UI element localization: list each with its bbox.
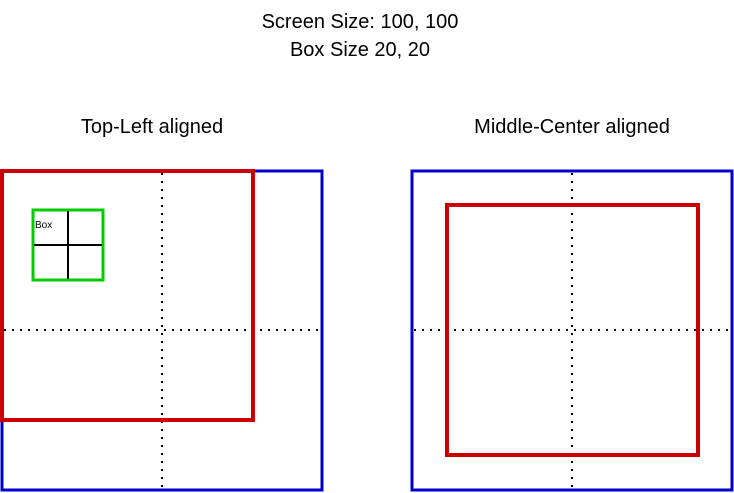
panel-top-left: Box (0, 169, 324, 492)
header-screen-size: Screen Size: 100, 100 (262, 11, 459, 33)
box-label: Box (35, 220, 52, 231)
screen-rect (410, 169, 734, 492)
screen-rect (0, 169, 324, 492)
panel-middle-center (410, 169, 734, 492)
header-box-size: Box Size 20, 20 (290, 39, 430, 61)
panel-title-top-left: Top-Left aligned (81, 116, 223, 138)
panel-title-middle-center: Middle-Center aligned (474, 116, 670, 138)
box-rect (31, 208, 105, 282)
region-rect (445, 203, 700, 457)
region-rect (0, 169, 255, 422)
